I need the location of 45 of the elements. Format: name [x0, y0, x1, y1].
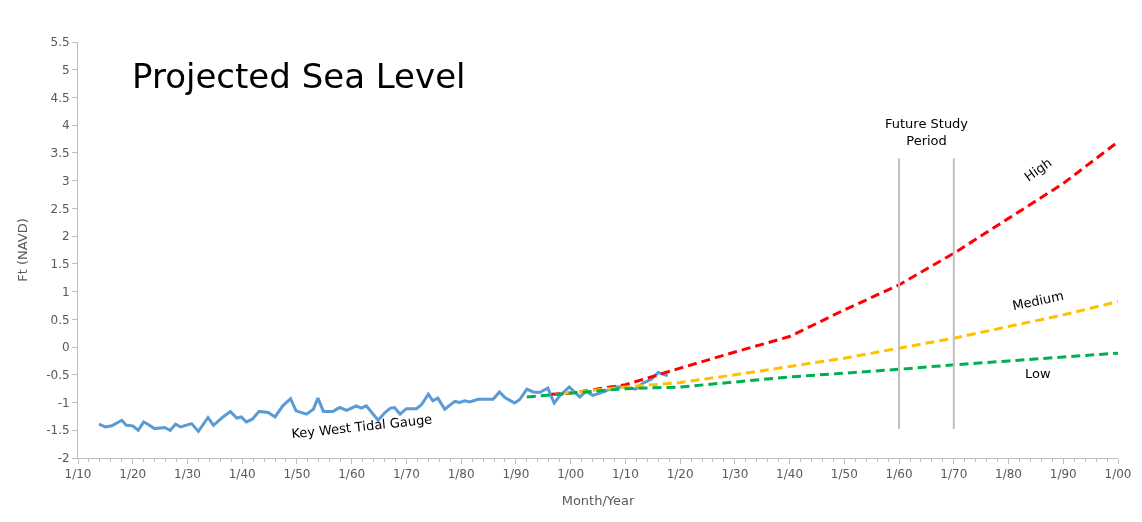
- x-tick-label: 1/20: [666, 467, 694, 482]
- y-tick-label: 3.5: [50, 146, 70, 161]
- x-axis-title: Month/Year: [561, 493, 635, 508]
- series-label: Low: [1025, 366, 1051, 381]
- x-tick-label: 1/60: [338, 467, 366, 482]
- y-tick-label: 2: [61, 229, 70, 244]
- y-tick-label: 1.5: [50, 257, 70, 272]
- y-tick-label: 2.5: [50, 201, 70, 216]
- x-tick-label: 1/60: [885, 467, 913, 482]
- text: Medium: [1010, 287, 1065, 314]
- y-tick-label: 0: [61, 340, 70, 355]
- x-tick-label: 1/00: [1104, 467, 1132, 482]
- x-tick-label: 1/80: [995, 467, 1023, 482]
- x-tick-label: 1/80: [447, 467, 475, 482]
- x-tick-label: 1/90: [1049, 467, 1077, 482]
- y-tick-label: -1.5: [46, 423, 70, 438]
- x-tick-label: 1/00: [557, 467, 585, 482]
- y-tick-label: -1: [57, 395, 70, 410]
- x-tick-label: 1/70: [392, 467, 420, 482]
- y-tick-label: 0.5: [50, 312, 70, 327]
- x-tick-label: 1/10: [611, 467, 639, 482]
- y-tick-label: 4: [61, 118, 70, 133]
- text: High: [1021, 154, 1055, 185]
- y-tick-label: 5: [61, 62, 70, 77]
- x-tick-label: 1/40: [776, 467, 804, 482]
- text: Projected Sea Level: [132, 56, 466, 96]
- x-tick-label: 1/30: [173, 467, 201, 482]
- y-tick-label: -0.5: [46, 368, 70, 382]
- x-tick-label: 1/70: [940, 467, 968, 482]
- x-tick-label: 1/40: [228, 467, 256, 482]
- y-tick-label: 4.5: [50, 90, 70, 105]
- x-tick-label: 1/30: [721, 467, 749, 482]
- y-tick-label: 5.5: [50, 35, 70, 50]
- y-axis-title: Ft (NAVD): [15, 218, 31, 282]
- x-tick-label: 1/50: [283, 467, 311, 482]
- text: Key West Tidal Gauge: [290, 411, 433, 442]
- annotation: Future Study Period: [885, 116, 969, 148]
- y-tick-label: -2: [57, 451, 70, 466]
- y-tick-label: 1: [61, 284, 70, 299]
- y-tick-label: 3: [61, 173, 70, 188]
- x-tick-label: 1/20: [119, 467, 147, 482]
- x-tick-label: 1/10: [64, 467, 92, 482]
- line-series: [525, 351, 1118, 399]
- x-tick-label: 1/90: [502, 467, 530, 482]
- x-tick-label: 1/50: [830, 467, 858, 482]
